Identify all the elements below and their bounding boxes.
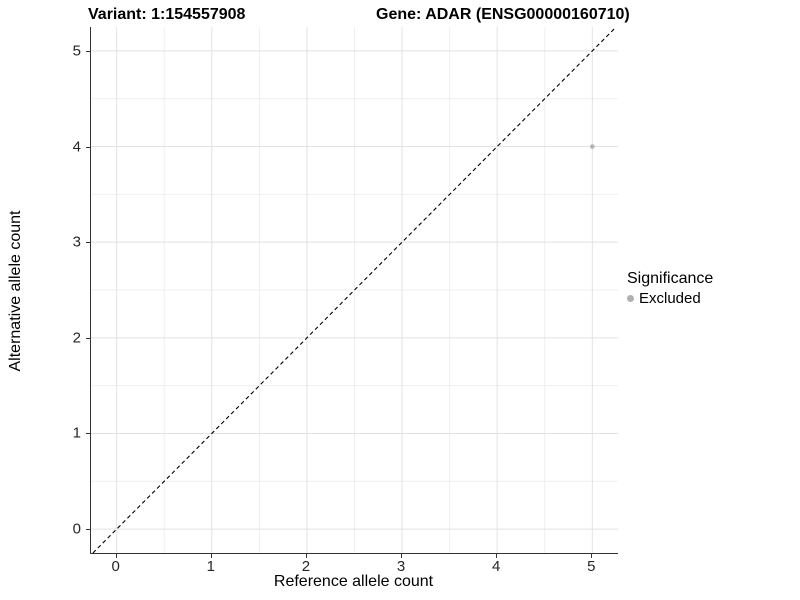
x-tick-mark	[401, 554, 403, 558]
x-tick-label: 3	[396, 558, 406, 575]
y-tick-mark	[86, 146, 90, 148]
y-tick-label: 0	[72, 520, 81, 538]
x-tick-label: 2	[301, 558, 311, 575]
y-tick-label: 4	[72, 138, 81, 156]
data-point	[590, 144, 595, 149]
x-tick-label: 5	[587, 558, 596, 575]
scatter-plot-canvas	[91, 27, 618, 553]
legend-entry: Excluded	[627, 290, 713, 307]
x-tick-mark	[210, 554, 212, 558]
y-tick-label: 2	[72, 329, 81, 347]
y-tick-mark	[86, 337, 90, 339]
y-tick-label: 1	[72, 424, 81, 442]
legend-title: Significance	[627, 270, 714, 287]
y-tick-mark	[86, 529, 90, 531]
legend: Significance Excluded	[627, 270, 713, 307]
y-tick-label: 3	[72, 233, 81, 251]
plot-title-variant: Variant: 1:154557908	[88, 6, 246, 23]
x-tick-mark	[591, 554, 593, 558]
x-tick-mark	[115, 554, 117, 558]
x-axis-title: Reference allele count	[273, 573, 434, 590]
plot-title-gene: Gene: ADAR (ENSG00000160710)	[376, 6, 630, 23]
legend-point-icon	[627, 295, 634, 302]
legend-entry-label: Excluded	[639, 290, 701, 307]
identity-line	[92, 27, 617, 553]
y-tick-mark	[86, 433, 90, 435]
legend-entries: Excluded	[627, 290, 713, 307]
y-tick-mark	[86, 50, 90, 52]
x-tick-label: 1	[206, 558, 215, 575]
x-tick-label: 0	[111, 558, 120, 575]
y-tick-label: 5	[72, 42, 81, 60]
y-tick-mark	[86, 242, 90, 244]
y-axis-title: Alternative allele count	[7, 210, 24, 372]
plot-panel	[90, 27, 618, 554]
x-tick-mark	[496, 554, 498, 558]
x-tick-mark	[305, 554, 307, 558]
x-tick-label: 4	[492, 558, 501, 575]
